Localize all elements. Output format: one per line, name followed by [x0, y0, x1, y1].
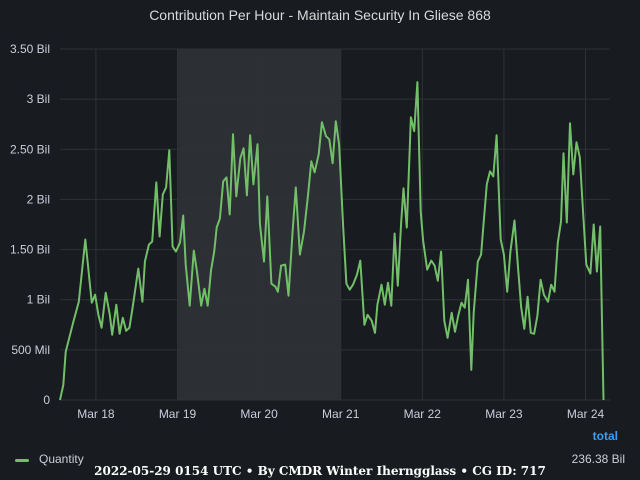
y-axis-ticks: 0 500 Mil 1 Bil 1.50 Bil 2 Bil 2.50 Bil 3 Bil 3… [10, 42, 50, 407]
x-axis-ticks: Mar 18 Mar 19 Mar 20 Mar 21 Mar 22 Mar 23 Mar … [77, 407, 604, 421]
y-tick-label: 1 Bil [27, 293, 50, 307]
y-tick-label: 2 Bil [27, 192, 50, 206]
x-tick-label: Mar 23 [485, 407, 523, 421]
footer-credit: 2022-05-29 0154 UTC • By CMDR Winter Ihe… [94, 464, 546, 478]
x-tick-label: Mar 21 [322, 407, 360, 421]
chart-title: Contribution Per Hour - Maintain Securit… [149, 7, 491, 23]
x-tick-label: Mar 18 [77, 407, 115, 421]
x-tick-label: Mar 19 [159, 407, 197, 421]
y-tick-label: 2.50 Bil [10, 142, 50, 156]
y-tick-label: 1.50 Bil [10, 243, 50, 257]
series-line-quantity[interactable] [59, 81, 605, 401]
grid-lines [60, 48, 610, 401]
x-tick-label: Mar 22 [404, 407, 442, 421]
y-tick-label: 500 Mil [11, 343, 50, 357]
legend-item-quantity[interactable]: Quantity 236.38 Bil [15, 452, 625, 468]
y-tick-label: 0 [43, 393, 50, 407]
y-tick-label: 3 Bil [27, 92, 50, 106]
legend-total-value: 236.38 Bil [571, 452, 625, 466]
y-tick-label: 3.50 Bil [10, 42, 50, 56]
legend-label: Quantity [39, 452, 84, 466]
legend-total-header[interactable]: total [592, 429, 618, 443]
x-tick-label: Mar 20 [240, 407, 278, 421]
x-tick-label: Mar 24 [567, 407, 605, 421]
legend-swatch [15, 459, 29, 462]
